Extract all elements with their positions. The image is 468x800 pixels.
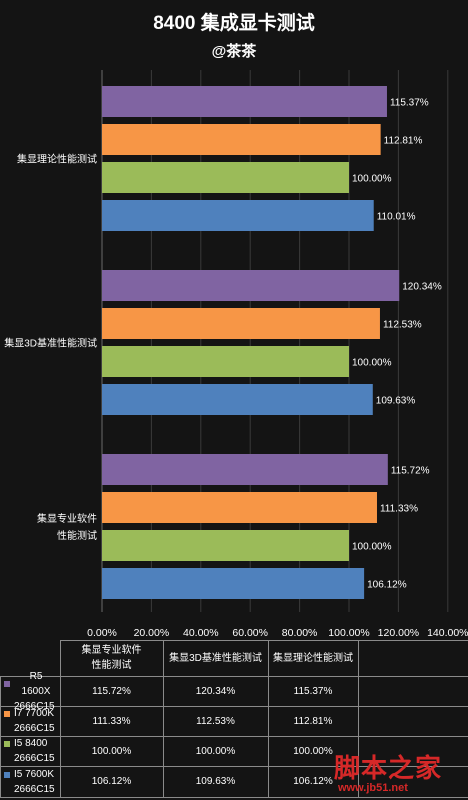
bar xyxy=(102,384,373,415)
bar xyxy=(102,86,387,117)
table-column-header-text: 集显理论性能测试 xyxy=(273,652,353,664)
x-tick-label: 140.00% xyxy=(427,627,468,639)
table-cell-text: 106.12% xyxy=(293,776,333,787)
data-label: 115.37% xyxy=(390,98,429,109)
table-border xyxy=(60,640,468,641)
table-border xyxy=(358,640,359,797)
table-legend-text: R5 1600X xyxy=(21,670,51,697)
table-border xyxy=(0,736,468,737)
data-label: 112.81% xyxy=(384,136,423,147)
table-cell-text: 115.72% xyxy=(92,685,131,697)
table-legend: I7 7700K 2666C15 xyxy=(4,706,58,736)
table-border xyxy=(0,676,468,677)
table-cell-text: 112.81% xyxy=(293,715,333,727)
data-label: 115.72% xyxy=(391,466,430,477)
table-cell-text: 106.12% xyxy=(91,776,132,787)
table-cell-text: 100.00% xyxy=(195,745,236,757)
category-label: 性能测试 xyxy=(57,529,97,542)
table-legend: I5 8400 2666C15 xyxy=(4,736,58,766)
table-cell: 106.12% xyxy=(268,766,358,797)
chart-subtitle: @茶茶 xyxy=(211,43,257,60)
table-cell: 100.00% xyxy=(60,736,163,766)
category-label: 集显专业软件 xyxy=(37,512,97,525)
table-cell: 100.00% xyxy=(163,736,268,766)
table-cell: 112.53% xyxy=(163,706,268,736)
x-tick-label: 0.00% xyxy=(87,627,117,639)
bar xyxy=(102,492,377,523)
data-label: 100.00% xyxy=(352,174,392,185)
x-tick-label: 20.00% xyxy=(134,627,170,639)
table-column-header: 集显理论性能测试 xyxy=(268,640,358,676)
legend-swatch xyxy=(4,681,10,687)
x-tick-label: 120.00% xyxy=(378,627,419,639)
legend-swatch xyxy=(4,741,10,747)
data-label: 110.01% xyxy=(377,212,416,223)
table-column-header-text: 集显3D基准性能测试 xyxy=(169,652,262,664)
bar xyxy=(102,270,400,301)
table-column-header-text: 性能测试 xyxy=(91,660,132,671)
table-cell-text: 111.33% xyxy=(92,715,131,727)
table-legend-text: 2666C15 xyxy=(14,783,55,795)
table-cell: 120.34% xyxy=(163,676,268,706)
table-cell: 111.33% xyxy=(60,706,163,736)
x-tick-label: 60.00% xyxy=(232,627,268,639)
table-cell: 109.63% xyxy=(163,766,268,797)
category-label: 集显3D基准性能测试 xyxy=(4,337,97,350)
table-legend-text: 2666C15 xyxy=(14,723,55,734)
table-cell-text: 100.00% xyxy=(91,745,132,757)
legend-swatch xyxy=(4,771,10,778)
data-table: 集显专业软件 性能测试 集显3D基准性能测试 集显理论性能测试 R5 1600X 2666… xyxy=(0,640,468,800)
table-cell: 112.81% xyxy=(268,706,358,736)
x-tick-label: 40.00% xyxy=(183,627,219,639)
table-legend-text: I5 7600K xyxy=(14,768,55,780)
table-border xyxy=(0,676,1,797)
table-border xyxy=(60,640,61,797)
bar xyxy=(102,454,388,485)
category-label: 集显理论性能测试 xyxy=(17,153,97,166)
data-label: 111.33% xyxy=(380,504,418,515)
table-cell-text: 109.63% xyxy=(195,776,236,787)
table-legend-text: I5 8400 xyxy=(14,738,48,749)
bar xyxy=(102,200,374,231)
x-tick-label: 80.00% xyxy=(282,627,318,639)
table-border xyxy=(163,640,164,797)
table-legend-text: 2666C15 xyxy=(14,700,55,712)
data-label: 120.34% xyxy=(402,282,442,293)
table-cell-text: 120.34% xyxy=(195,685,236,697)
bar xyxy=(102,568,365,599)
data-label: 106.12% xyxy=(367,580,407,591)
table-border xyxy=(268,640,269,797)
table-border xyxy=(0,766,468,767)
table-cell: 106.12% xyxy=(60,766,163,797)
legend-swatch xyxy=(4,711,10,717)
table-border xyxy=(0,797,468,798)
bar xyxy=(102,124,381,155)
data-label: 109.63% xyxy=(376,396,416,407)
table-legend: R5 1600X 2666C15 xyxy=(4,671,58,712)
bar xyxy=(102,308,380,339)
bar xyxy=(102,346,349,377)
table-cell: 100.00% xyxy=(268,736,358,766)
table-legend-text: I7 7700K xyxy=(14,708,55,719)
table-legend: I5 7600K 2666C15 xyxy=(4,766,58,797)
table-column-header: 集显专业软件 性能测试 xyxy=(60,640,163,676)
data-label: 100.00% xyxy=(352,358,392,369)
table-legend-text: 2666C15 xyxy=(14,753,55,764)
bar-chart: 0.00% 20.00% 40.00% 60.00% 80.00% 100.00% 120.… xyxy=(4,70,468,639)
table-column-header-text: 集显专业软件 xyxy=(81,645,142,656)
bar xyxy=(102,162,349,193)
chart-title: 8400 集成显卡测试 xyxy=(153,13,315,34)
bar xyxy=(102,530,349,561)
table-cell-text: 112.53% xyxy=(196,715,235,727)
table-column-header: 集显3D基准性能测试 xyxy=(163,640,268,676)
x-tick-label: 100.00% xyxy=(328,627,369,639)
table-cell-text: 115.37% xyxy=(293,685,333,697)
table-cell: 115.72% xyxy=(60,676,163,706)
table-cell-text: 100.00% xyxy=(293,745,333,757)
data-label: 112.53% xyxy=(383,320,422,331)
data-label: 100.00% xyxy=(352,542,392,553)
table-cell: 115.37% xyxy=(268,676,358,706)
table-border xyxy=(0,706,468,707)
